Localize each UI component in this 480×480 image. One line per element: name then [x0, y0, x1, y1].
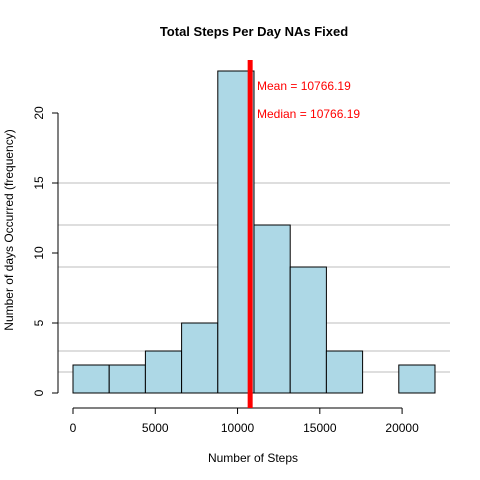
x-tick-label: 5000	[142, 421, 169, 435]
y-tick-label: 20	[32, 106, 46, 120]
histogram-bar	[181, 322, 219, 394]
histogram-bar	[144, 350, 183, 394]
bars-layer	[72, 70, 436, 394]
histogram-bar	[325, 350, 364, 394]
x-tick-label: 20000	[385, 421, 419, 435]
histogram-bar	[398, 364, 436, 394]
histogram-bar	[72, 364, 110, 394]
y-tick-label: 15	[32, 176, 46, 190]
y-tick-label: 5	[32, 319, 46, 326]
mean-annotation: Mean = 10766.19	[257, 79, 351, 93]
x-tick-label: 15000	[303, 421, 337, 435]
histogram-bar	[253, 224, 291, 394]
chart-title: Total Steps Per Day NAs Fixed	[160, 24, 348, 39]
y-tick-label: 0	[32, 389, 46, 396]
x-tick-label: 0	[70, 421, 77, 435]
histogram-bar	[289, 266, 327, 394]
x-axis-label: Number of Steps	[208, 451, 298, 465]
histogram-bar	[108, 364, 146, 394]
median-annotation: Median = 10766.19	[257, 107, 360, 121]
y-tick-label: 10	[32, 246, 46, 260]
axes-layer: 0 5000 10000 15000 20000 0 5 10 15 20	[32, 106, 419, 435]
x-tick-label: 10000	[221, 421, 255, 435]
y-axis-label: Number of days Occurred (frequency)	[2, 129, 16, 330]
